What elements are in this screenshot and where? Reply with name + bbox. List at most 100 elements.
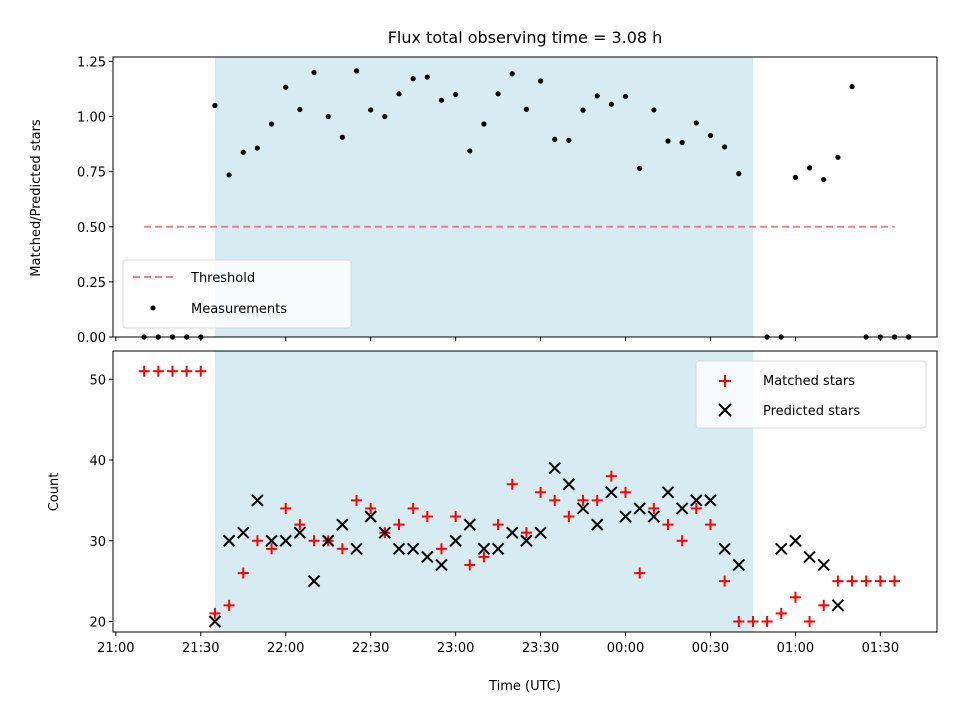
measurement-point [580,107,586,113]
legend-matched-label: Matched stars [763,374,855,389]
xtick-label: 23:30 [522,641,559,656]
measurement-point [339,134,345,140]
matched-star-point [308,535,320,547]
matched-star-point [181,365,193,377]
top-ytick-label: 0.25 [77,276,106,291]
predicted-star-point [406,542,420,556]
bottom-y-axis-label: Count [47,473,62,512]
matched-star-point [294,519,306,531]
predicted-star-point [675,502,689,515]
matched-star-point [591,494,603,506]
measurement-point [821,176,827,183]
chart-title: Flux total observing time = 3.08 h [388,28,663,47]
matched-star-point [775,607,787,619]
predicted-star-point [321,534,335,547]
measurement-point [722,144,728,150]
x-axis-label: Time (UTC) [488,679,561,694]
matched-star-point [605,470,617,482]
bottom-marks [138,365,901,628]
predicted-star-point [775,542,788,556]
xtick-label: 01:00 [777,641,814,656]
predicted-star-point [576,502,590,515]
measurement-point [707,132,714,139]
bottom-legend: Matched stars Predicted stars [695,360,927,429]
top-ytick-label: 1.25 [77,55,106,70]
bottom-ytick-label: 30 [89,535,106,550]
predicted-star-point [336,518,349,531]
measurement-point [410,76,416,82]
matched-star-point [818,599,830,611]
matched-star-point [351,494,363,506]
matched-star-point [266,543,278,555]
predicted-star-point [392,542,406,556]
matched-star-point [747,616,759,628]
predicted-star-point [534,526,547,539]
xtick-label: 00:00 [607,641,644,656]
predicted-star-point [789,534,802,547]
predicted-star-point [307,574,321,588]
matched-star-point [889,575,901,587]
matched-star-point [166,365,178,377]
predicted-star-point [506,526,519,539]
predicted-star-point [661,486,675,499]
measurement-point [325,113,331,120]
measurement-point [368,107,374,113]
matched-star-point [733,616,745,628]
predicted-star-point [463,518,476,531]
measurement-point [594,93,600,99]
matched-star-point [195,365,207,377]
matched-star-point [435,543,447,555]
predicted-star-point [491,542,505,556]
predicted-star-point [803,550,816,564]
matched-star-point [393,519,405,531]
predicted-star-point [704,494,717,507]
predicted-star-point [265,534,278,547]
predicted-star-point [590,518,604,531]
measurement-point [212,102,218,109]
measurement-point [481,121,487,127]
predicted-star-point [562,478,576,491]
matched-star-point [506,478,518,490]
top-ytick-label: 0.50 [77,221,106,236]
matched-star-point [152,365,164,377]
matched-star-point [280,502,292,514]
predicted-star-point [605,486,618,499]
top-y-axis-label: Matched/Predicted stars [29,119,44,277]
predicted-star-point [548,461,561,475]
matched-star-point [223,599,235,611]
legend-predicted-marker [718,403,732,417]
top-ytick-label: 1.00 [77,111,106,126]
predicted-star-point [222,534,236,547]
predicted-star-point [293,526,307,539]
measurement-point [453,91,459,98]
legend-measurements-marker [150,305,156,311]
matched-star-point [520,527,532,539]
predicted-star-point [831,599,845,612]
top-legend-box [122,259,352,329]
bottom-shaded-interval [214,351,753,632]
measurement-point [552,136,558,142]
measurement-point [622,93,629,100]
xtick-label: 22:30 [352,641,389,656]
top-marks [141,68,912,340]
measurement-point [467,148,473,154]
predicted-star-point [647,510,661,523]
measurement-point [509,71,515,77]
matched-star-point [690,502,702,514]
matched-star-point [789,591,801,603]
measurement-point [523,106,530,112]
matched-star-point [846,575,858,587]
xtick-label: 21:00 [97,641,134,656]
top-legend: Threshold Measurements [122,259,352,329]
measurement-point [693,120,699,126]
matched-star-point [138,365,150,377]
top-ytick-label: 0.75 [77,166,106,181]
measurement-point [665,138,671,144]
matched-star-point [563,511,575,523]
measurement-point [240,149,246,155]
matched-star-point [676,535,688,547]
matched-star-point [492,519,504,531]
top-ytick-label: 0.00 [77,331,106,346]
measurement-point [382,113,388,120]
matched-star-point [407,502,419,514]
